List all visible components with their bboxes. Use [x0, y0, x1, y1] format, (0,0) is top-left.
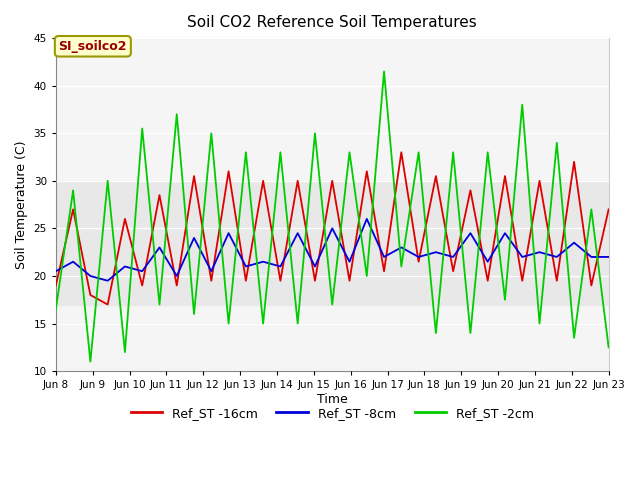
Text: SI_soilco2: SI_soilco2: [59, 40, 127, 53]
X-axis label: Time: Time: [317, 393, 348, 406]
Title: Soil CO2 Reference Soil Temperatures: Soil CO2 Reference Soil Temperatures: [188, 15, 477, 30]
Legend: Ref_ST -16cm, Ref_ST -8cm, Ref_ST -2cm: Ref_ST -16cm, Ref_ST -8cm, Ref_ST -2cm: [125, 402, 539, 425]
Y-axis label: Soil Temperature (C): Soil Temperature (C): [15, 140, 28, 269]
Bar: [56, 181, 609, 304]
